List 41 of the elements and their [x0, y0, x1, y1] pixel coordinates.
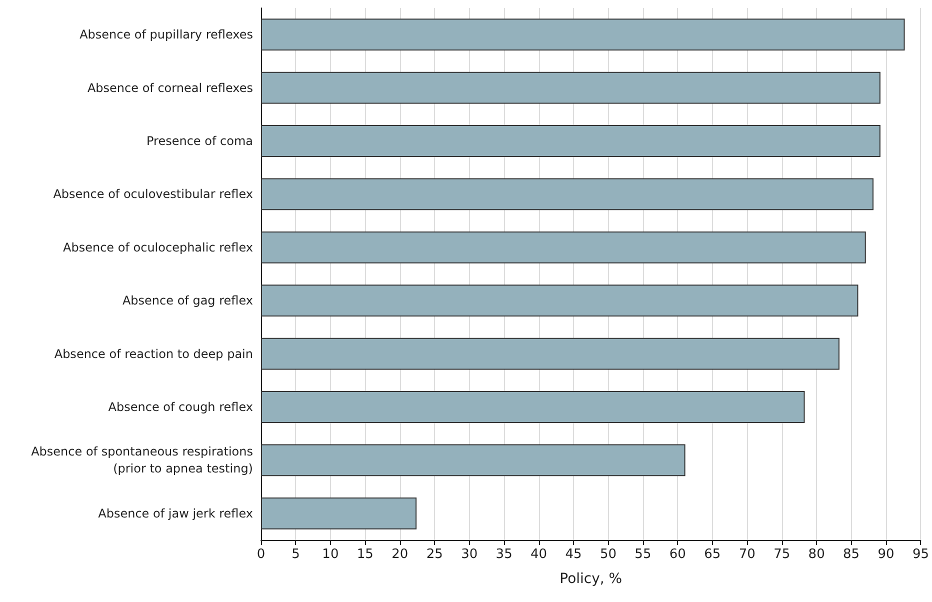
- y-tick-label: Absence of gag reflex: [122, 294, 253, 308]
- x-tick-label: 85: [843, 547, 860, 562]
- x-tick-label: 30: [461, 547, 478, 562]
- x-tick-label: 20: [392, 547, 408, 562]
- x-axis-title: Policy, %: [560, 571, 622, 587]
- y-tick-label: Absence of jaw jerk reflex: [98, 506, 253, 520]
- y-tick-label: Absence of spontaneous respirations (prior to apnea testing): [31, 444, 253, 476]
- x-tick-label: 15: [356, 547, 374, 562]
- bar: [261, 444, 686, 476]
- bar: [261, 338, 840, 370]
- y-tick-label: Absence of reaction to deep pain: [54, 346, 253, 361]
- x-tick-label: 65: [704, 547, 721, 562]
- bar: [261, 178, 874, 210]
- x-tick-label: 35: [496, 547, 512, 562]
- bar: [261, 231, 866, 264]
- y-tick-label: Presence of coma: [146, 134, 253, 148]
- x-tick-label: 80: [808, 547, 825, 562]
- bar: [261, 18, 905, 51]
- x-tick-label: 75: [774, 547, 790, 562]
- y-tick-label: Absence of corneal reflexes: [87, 80, 253, 95]
- x-tick-label: 25: [426, 547, 443, 562]
- bar: [261, 125, 880, 157]
- y-tick-label: Absence of oculocephalic reflex: [63, 240, 253, 254]
- bar: [261, 284, 858, 317]
- x-tick-label: 70: [738, 547, 756, 562]
- x-tick-label: 95: [912, 547, 929, 562]
- bar: [261, 391, 805, 423]
- x-tick-label: 50: [600, 547, 616, 562]
- x-tick-label: 5: [292, 547, 300, 562]
- x-tick-label: 45: [565, 547, 582, 562]
- x-tick-label: 0: [256, 547, 266, 562]
- y-tick-label: Absence of oculovestibular reflex: [53, 187, 253, 202]
- x-tick-label: 90: [878, 547, 894, 562]
- x-tick-label: 60: [669, 547, 686, 562]
- x-tick-label: 40: [530, 547, 548, 562]
- x-tick-label: 55: [634, 547, 652, 562]
- x-tick-label: 10: [322, 547, 339, 562]
- bar: [261, 72, 880, 104]
- y-tick-label: Absence of pupillary reflexes: [80, 28, 253, 42]
- y-tick-label: Absence of cough reflex: [108, 400, 253, 414]
- bar: [261, 497, 417, 530]
